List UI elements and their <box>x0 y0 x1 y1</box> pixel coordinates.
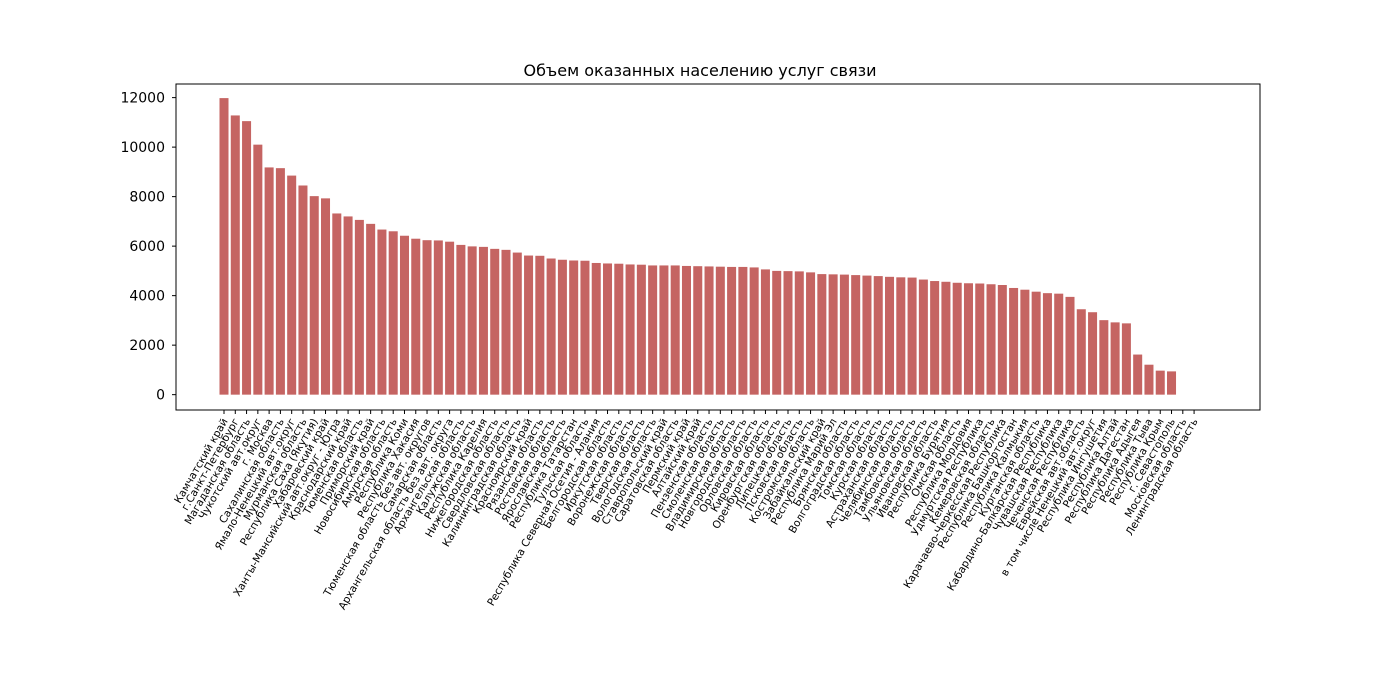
bar <box>253 144 263 395</box>
bar <box>704 266 714 395</box>
bar <box>907 277 917 395</box>
plot-frame <box>175 83 1261 411</box>
bar <box>490 248 500 395</box>
bar <box>963 283 973 395</box>
bar <box>546 258 556 395</box>
bar <box>648 265 658 395</box>
bar <box>681 265 691 395</box>
bar <box>738 266 748 395</box>
bar <box>603 263 613 395</box>
bar <box>1031 291 1041 395</box>
bar <box>828 274 838 395</box>
bar <box>772 270 782 395</box>
bar <box>1110 322 1120 395</box>
bar <box>1020 289 1030 395</box>
bar <box>952 282 962 395</box>
bar <box>1088 312 1098 395</box>
bar <box>411 238 421 395</box>
x-axis: Камчатский крайг.Санкт-ПетербургМагаданс… <box>172 410 1201 612</box>
y-tick-label: 6000 <box>129 239 165 255</box>
bar <box>535 255 545 395</box>
bar <box>975 283 985 395</box>
bar <box>1155 370 1165 395</box>
bar <box>896 277 906 395</box>
bar <box>445 241 455 395</box>
bar <box>930 281 940 395</box>
bar <box>659 265 669 395</box>
bar <box>986 284 996 395</box>
bar <box>354 219 364 395</box>
bar <box>1054 293 1064 395</box>
bar <box>377 229 387 395</box>
bar <box>839 274 849 395</box>
bar <box>670 265 680 395</box>
bar <box>794 271 804 395</box>
bar <box>918 279 928 395</box>
bar <box>760 269 770 395</box>
bar <box>343 216 353 395</box>
y-tick-label: 10000 <box>120 140 165 156</box>
bar <box>1167 371 1177 395</box>
bar <box>422 240 432 395</box>
bar <box>614 263 624 395</box>
bar <box>264 167 274 395</box>
bar <box>467 246 477 395</box>
bar <box>1099 320 1109 395</box>
y-tick-label: 4000 <box>129 289 165 305</box>
bar <box>727 266 737 395</box>
y-tick-label: 0 <box>156 388 165 404</box>
bar <box>997 285 1007 395</box>
y-tick-label: 12000 <box>120 91 165 107</box>
bar <box>851 275 861 395</box>
chart-title: Объем оказанных населению услуг связи <box>523 61 876 80</box>
bar <box>298 185 308 395</box>
bar <box>399 235 409 395</box>
bar <box>783 271 793 395</box>
bar <box>456 244 466 395</box>
bar <box>749 267 759 395</box>
bar <box>230 115 240 395</box>
bar <box>478 246 488 395</box>
y-tick-label: 8000 <box>129 190 165 206</box>
bar <box>873 276 883 395</box>
bar <box>1009 287 1019 395</box>
bar <box>806 272 816 395</box>
bar <box>1076 309 1086 395</box>
bar <box>1121 323 1131 395</box>
bar <box>512 252 522 395</box>
bar <box>569 260 579 395</box>
bar <box>501 249 511 395</box>
bars-group <box>219 98 1177 395</box>
bar <box>309 196 319 395</box>
bar <box>242 121 252 395</box>
bar <box>1144 364 1154 395</box>
bar <box>332 213 342 395</box>
bar <box>862 275 872 395</box>
bar <box>524 255 534 395</box>
bar <box>715 266 725 395</box>
bar <box>885 276 895 395</box>
bar <box>287 175 297 395</box>
bar <box>1042 293 1052 395</box>
bar <box>557 259 567 395</box>
y-axis: 0 2000 4000 6000 8000 10000 12000 <box>120 91 176 404</box>
bar <box>817 274 827 395</box>
bar <box>219 98 229 395</box>
bar <box>591 262 601 395</box>
bar <box>580 260 590 395</box>
bar <box>366 223 376 395</box>
bar <box>941 281 951 395</box>
y-tick-label: 2000 <box>129 338 165 354</box>
bar <box>625 264 635 395</box>
bar <box>1065 296 1075 395</box>
bar <box>1133 354 1143 395</box>
bar <box>636 264 646 395</box>
bar <box>321 198 331 395</box>
bar <box>275 168 285 395</box>
bar <box>388 231 398 395</box>
bar <box>693 266 703 395</box>
bar <box>433 240 443 395</box>
